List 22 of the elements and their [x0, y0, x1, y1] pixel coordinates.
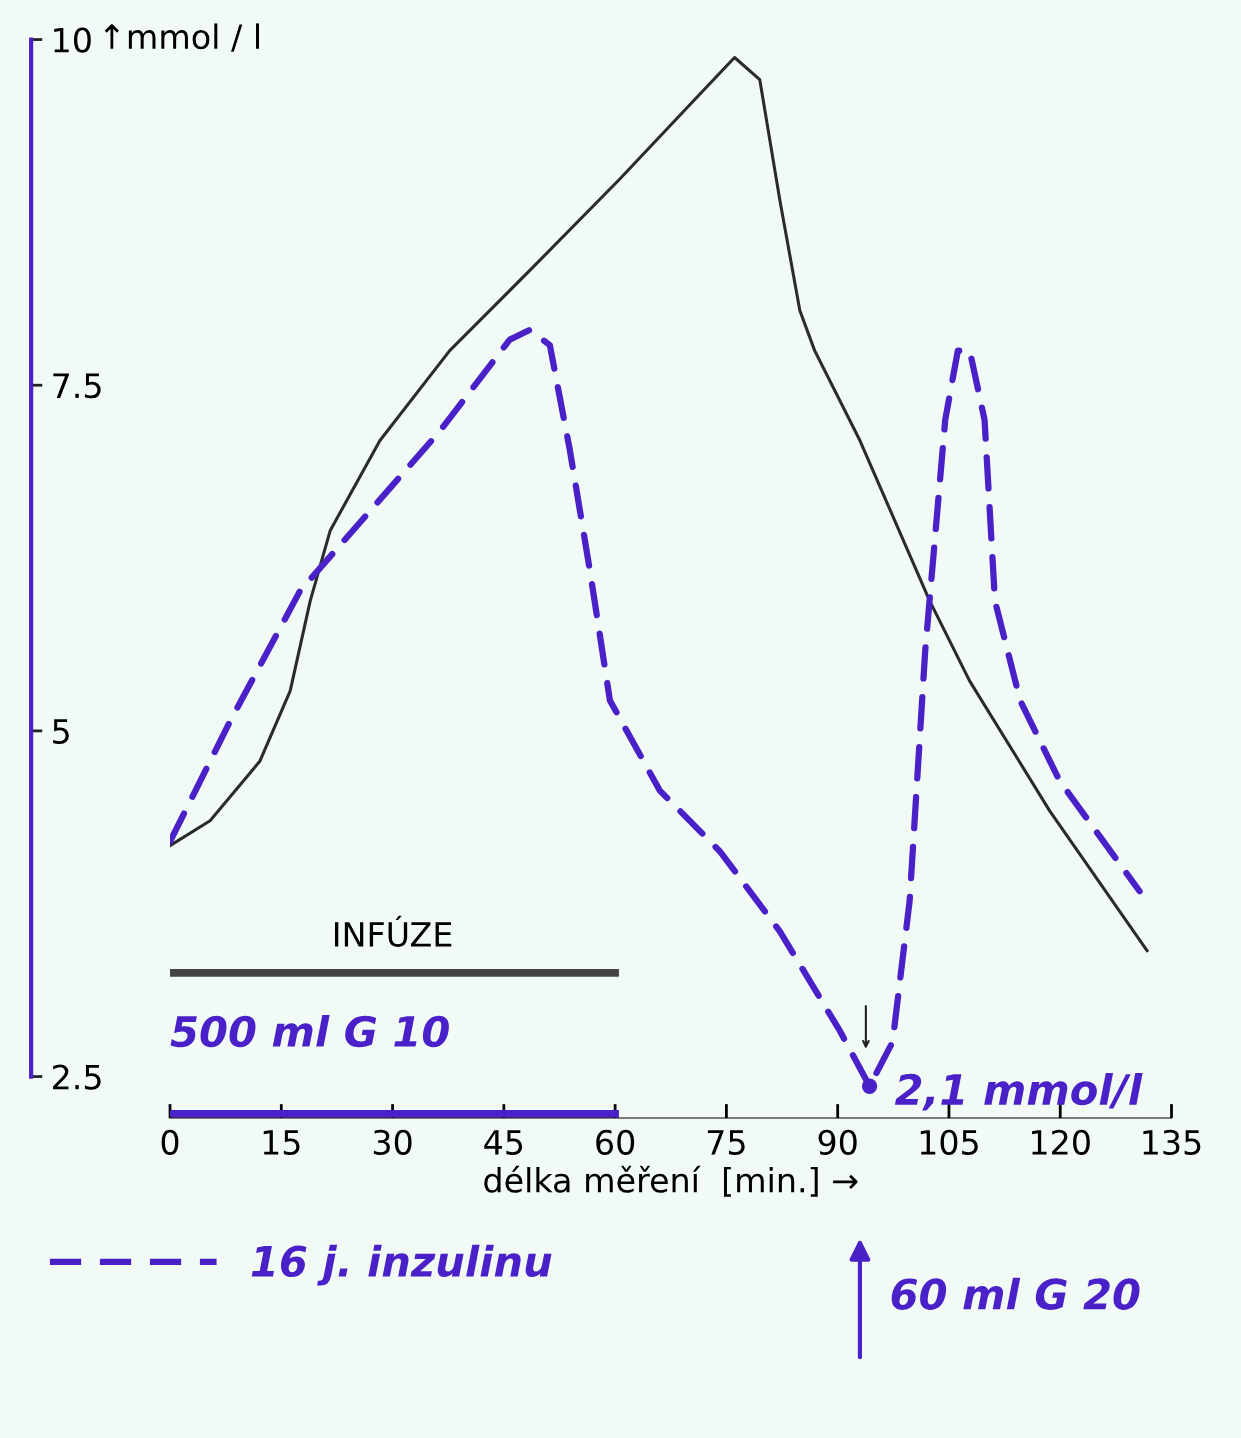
y-tick-label: 10 — [54, 27, 91, 53]
x-tick-label: 75 — [707, 1130, 745, 1155]
text: 60 ml G 20 — [891, 1277, 1140, 1310]
annotation: 2,1 mmol/l — [894, 1073, 1143, 1111]
y-axis-title: ↑mmol / l — [104, 23, 259, 52]
x-tick-label: 15 — [263, 1130, 300, 1155]
x-tick-label: 45 — [484, 1130, 523, 1155]
legend-label: 16 j. inzulinu — [251, 1244, 552, 1286]
x-tick-label: 135 — [1143, 1129, 1201, 1155]
line-series — [170, 55, 1149, 953]
x-tick-label: 120 — [1032, 1129, 1090, 1155]
x-tick-label: 90 — [818, 1129, 857, 1155]
x-tick-label: 105 — [920, 1129, 978, 1155]
x-tick-label: 0 — [161, 1129, 179, 1155]
y-tick-label: 2.5 — [53, 1064, 101, 1090]
annotation: INFÚZE — [335, 915, 452, 947]
x-axis-title: délka měření [min.] → — [484, 1165, 858, 1197]
x-tick-label: 60 — [596, 1129, 635, 1155]
y-tick-label: 5 — [53, 719, 69, 745]
y-tick-label: 7.5 — [53, 373, 101, 399]
x-tick-label: 30 — [373, 1129, 412, 1155]
annotation: 500 ml G 10 — [170, 1014, 449, 1048]
